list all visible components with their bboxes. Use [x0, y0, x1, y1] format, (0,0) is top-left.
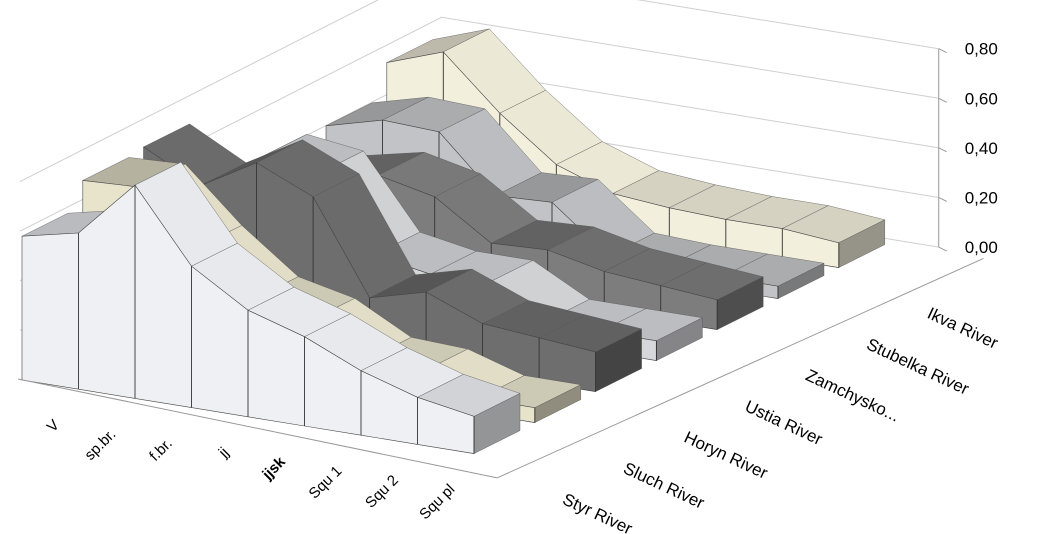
series-label: Zamchysko...: [803, 366, 903, 426]
category-label: Squ pl: [416, 481, 458, 523]
category-label: P: [0, 407, 6, 426]
y-tick-mark: [938, 197, 947, 202]
series-label: Horyn River: [681, 428, 771, 483]
y-tick-label: 0,60: [965, 89, 998, 108]
depth-axis-line: [497, 257, 984, 479]
series-label: Sluch River: [620, 459, 707, 513]
y-tick-label: 0,80: [965, 40, 998, 59]
y-tick-mark: [938, 147, 947, 153]
series-label: Ustia River: [742, 397, 826, 449]
series-horyn-river: [143, 123, 643, 392]
y-tick-mark: [938, 97, 947, 103]
category-label: jj: [215, 444, 232, 461]
y-tick-mark: [938, 48, 947, 54]
category-label: Squ 2: [362, 472, 402, 512]
category-label: f.br.: [146, 435, 176, 465]
x-axis-line: [17, 378, 498, 479]
series-styr-river: [21, 161, 521, 454]
y-tick-label: 0,40: [965, 139, 998, 158]
y-tick-label: 0,00: [965, 238, 998, 257]
series-label: Ikva River: [924, 304, 1001, 353]
y-tick-label: 0,20: [965, 188, 998, 207]
series-layer: [21, 28, 886, 454]
category-label: sp.br.: [81, 426, 119, 464]
category-label: V: [44, 417, 63, 436]
series-label: Styr River: [560, 490, 636, 534]
y-tick-mark: [938, 246, 947, 252]
series-label: Stubelka River: [864, 335, 973, 399]
gridline: [19, 0, 939, 183]
category-label: Squ 1: [306, 463, 346, 503]
category-label: jjsk: [258, 453, 289, 484]
